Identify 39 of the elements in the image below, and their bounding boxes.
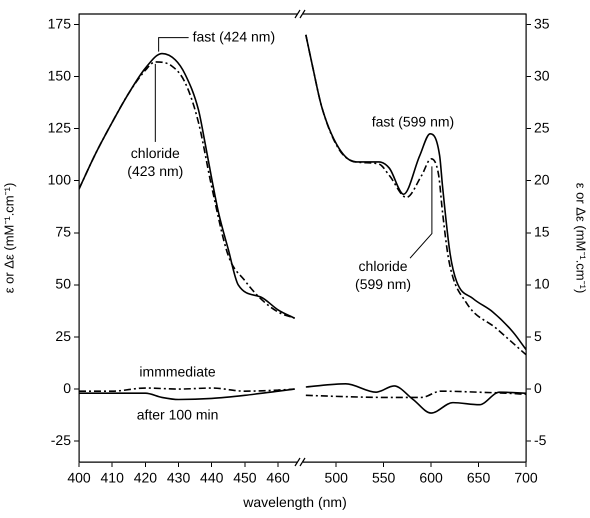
y2-tick-label: 35 [534, 15, 550, 32]
annotation: chloride (423 nm) [127, 144, 184, 179]
y2-tick-label: 5 [534, 328, 542, 344]
y-tick-label: -25 [50, 432, 72, 448]
y2-tick-label: 0 [534, 380, 542, 396]
y-axis-title: ε or Δε (mM⁻¹.cm⁻¹) [1, 182, 16, 294]
x-axis-title: wavelength (nm) [242, 494, 348, 510]
y-tick-label: 25 [55, 328, 72, 344]
x-tick-label: 400 [67, 469, 91, 486]
y2-tick-label: 20 [534, 172, 550, 188]
x-tick-label: 700 [514, 469, 538, 486]
x-tick-label: 650 [466, 469, 490, 486]
y2-axis-title: ε or Δε (mM⁻¹.cm⁻¹) [574, 182, 589, 294]
annotation: chloride (599 nm) [355, 258, 412, 292]
y2-tick-label: 10 [534, 276, 550, 292]
annotation: fast (599 nm) [372, 114, 454, 130]
annotation: fast (424 nm) [192, 28, 276, 44]
y2-tick-label: -5 [534, 432, 547, 448]
annotation: after 100 min [136, 406, 218, 423]
y-tick-label: 0 [63, 380, 72, 396]
x-tick-label: 460 [266, 469, 290, 486]
x-tick-label: 410 [100, 469, 124, 486]
y-tick-label: 175 [48, 15, 72, 32]
y2-tick-label: 25 [534, 119, 550, 136]
y-tick-label: 100 [48, 172, 72, 188]
y-tick-label: 50 [55, 276, 72, 292]
y-tick-label: 125 [48, 119, 72, 136]
x-tick-label: 420 [134, 469, 158, 486]
y2-tick-label: 15 [534, 224, 550, 240]
y-tick-label: 75 [55, 224, 72, 240]
x-tick-label: 550 [372, 469, 396, 486]
y-tick-label: 150 [48, 67, 72, 84]
y2-tick-label: 30 [534, 67, 550, 84]
x-tick-label: 440 [200, 469, 224, 486]
x-tick-label: 600 [419, 469, 443, 486]
x-tick-label: 430 [166, 469, 190, 486]
x-tick-label: 450 [233, 469, 257, 486]
annotation: immmediate [139, 363, 216, 380]
x-tick-label: 500 [324, 469, 348, 486]
